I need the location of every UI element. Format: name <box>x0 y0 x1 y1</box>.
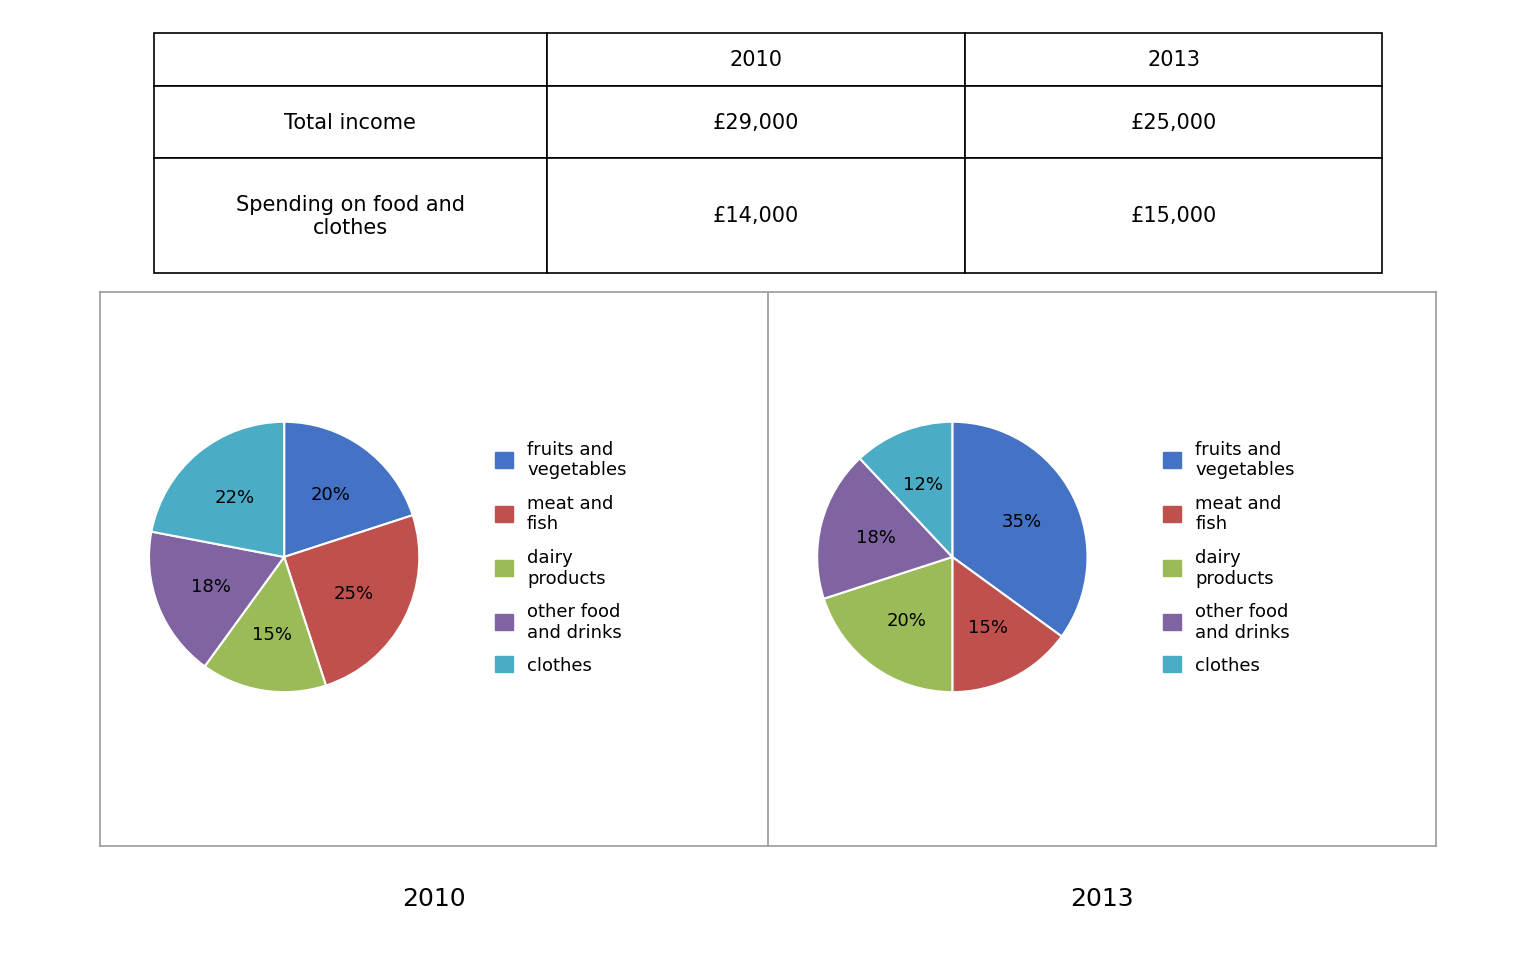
Text: 15%: 15% <box>252 626 292 644</box>
Text: 20%: 20% <box>886 612 926 629</box>
Wedge shape <box>817 459 952 599</box>
Text: 18%: 18% <box>192 578 232 595</box>
Wedge shape <box>823 557 952 693</box>
Wedge shape <box>149 532 284 667</box>
Legend: fruits and
vegetables, meat and
fish, dairy
products, other food
and drinks, clo: fruits and vegetables, meat and fish, da… <box>488 434 631 680</box>
Text: 15%: 15% <box>968 618 1008 636</box>
Wedge shape <box>284 516 419 686</box>
Wedge shape <box>152 422 284 557</box>
Wedge shape <box>284 422 413 557</box>
Text: 2010: 2010 <box>402 887 465 910</box>
Text: 25%: 25% <box>333 584 375 602</box>
Text: 22%: 22% <box>214 488 255 506</box>
Text: 12%: 12% <box>903 476 943 494</box>
Text: 35%: 35% <box>1001 513 1043 530</box>
Wedge shape <box>952 557 1061 693</box>
Text: 2013: 2013 <box>1071 887 1134 910</box>
Legend: fruits and
vegetables, meat and
fish, dairy
products, other food
and drinks, clo: fruits and vegetables, meat and fish, da… <box>1157 434 1299 680</box>
Text: 18%: 18% <box>857 529 897 547</box>
Wedge shape <box>952 422 1087 637</box>
Wedge shape <box>860 422 952 557</box>
Text: 20%: 20% <box>310 485 350 503</box>
Wedge shape <box>204 557 326 693</box>
